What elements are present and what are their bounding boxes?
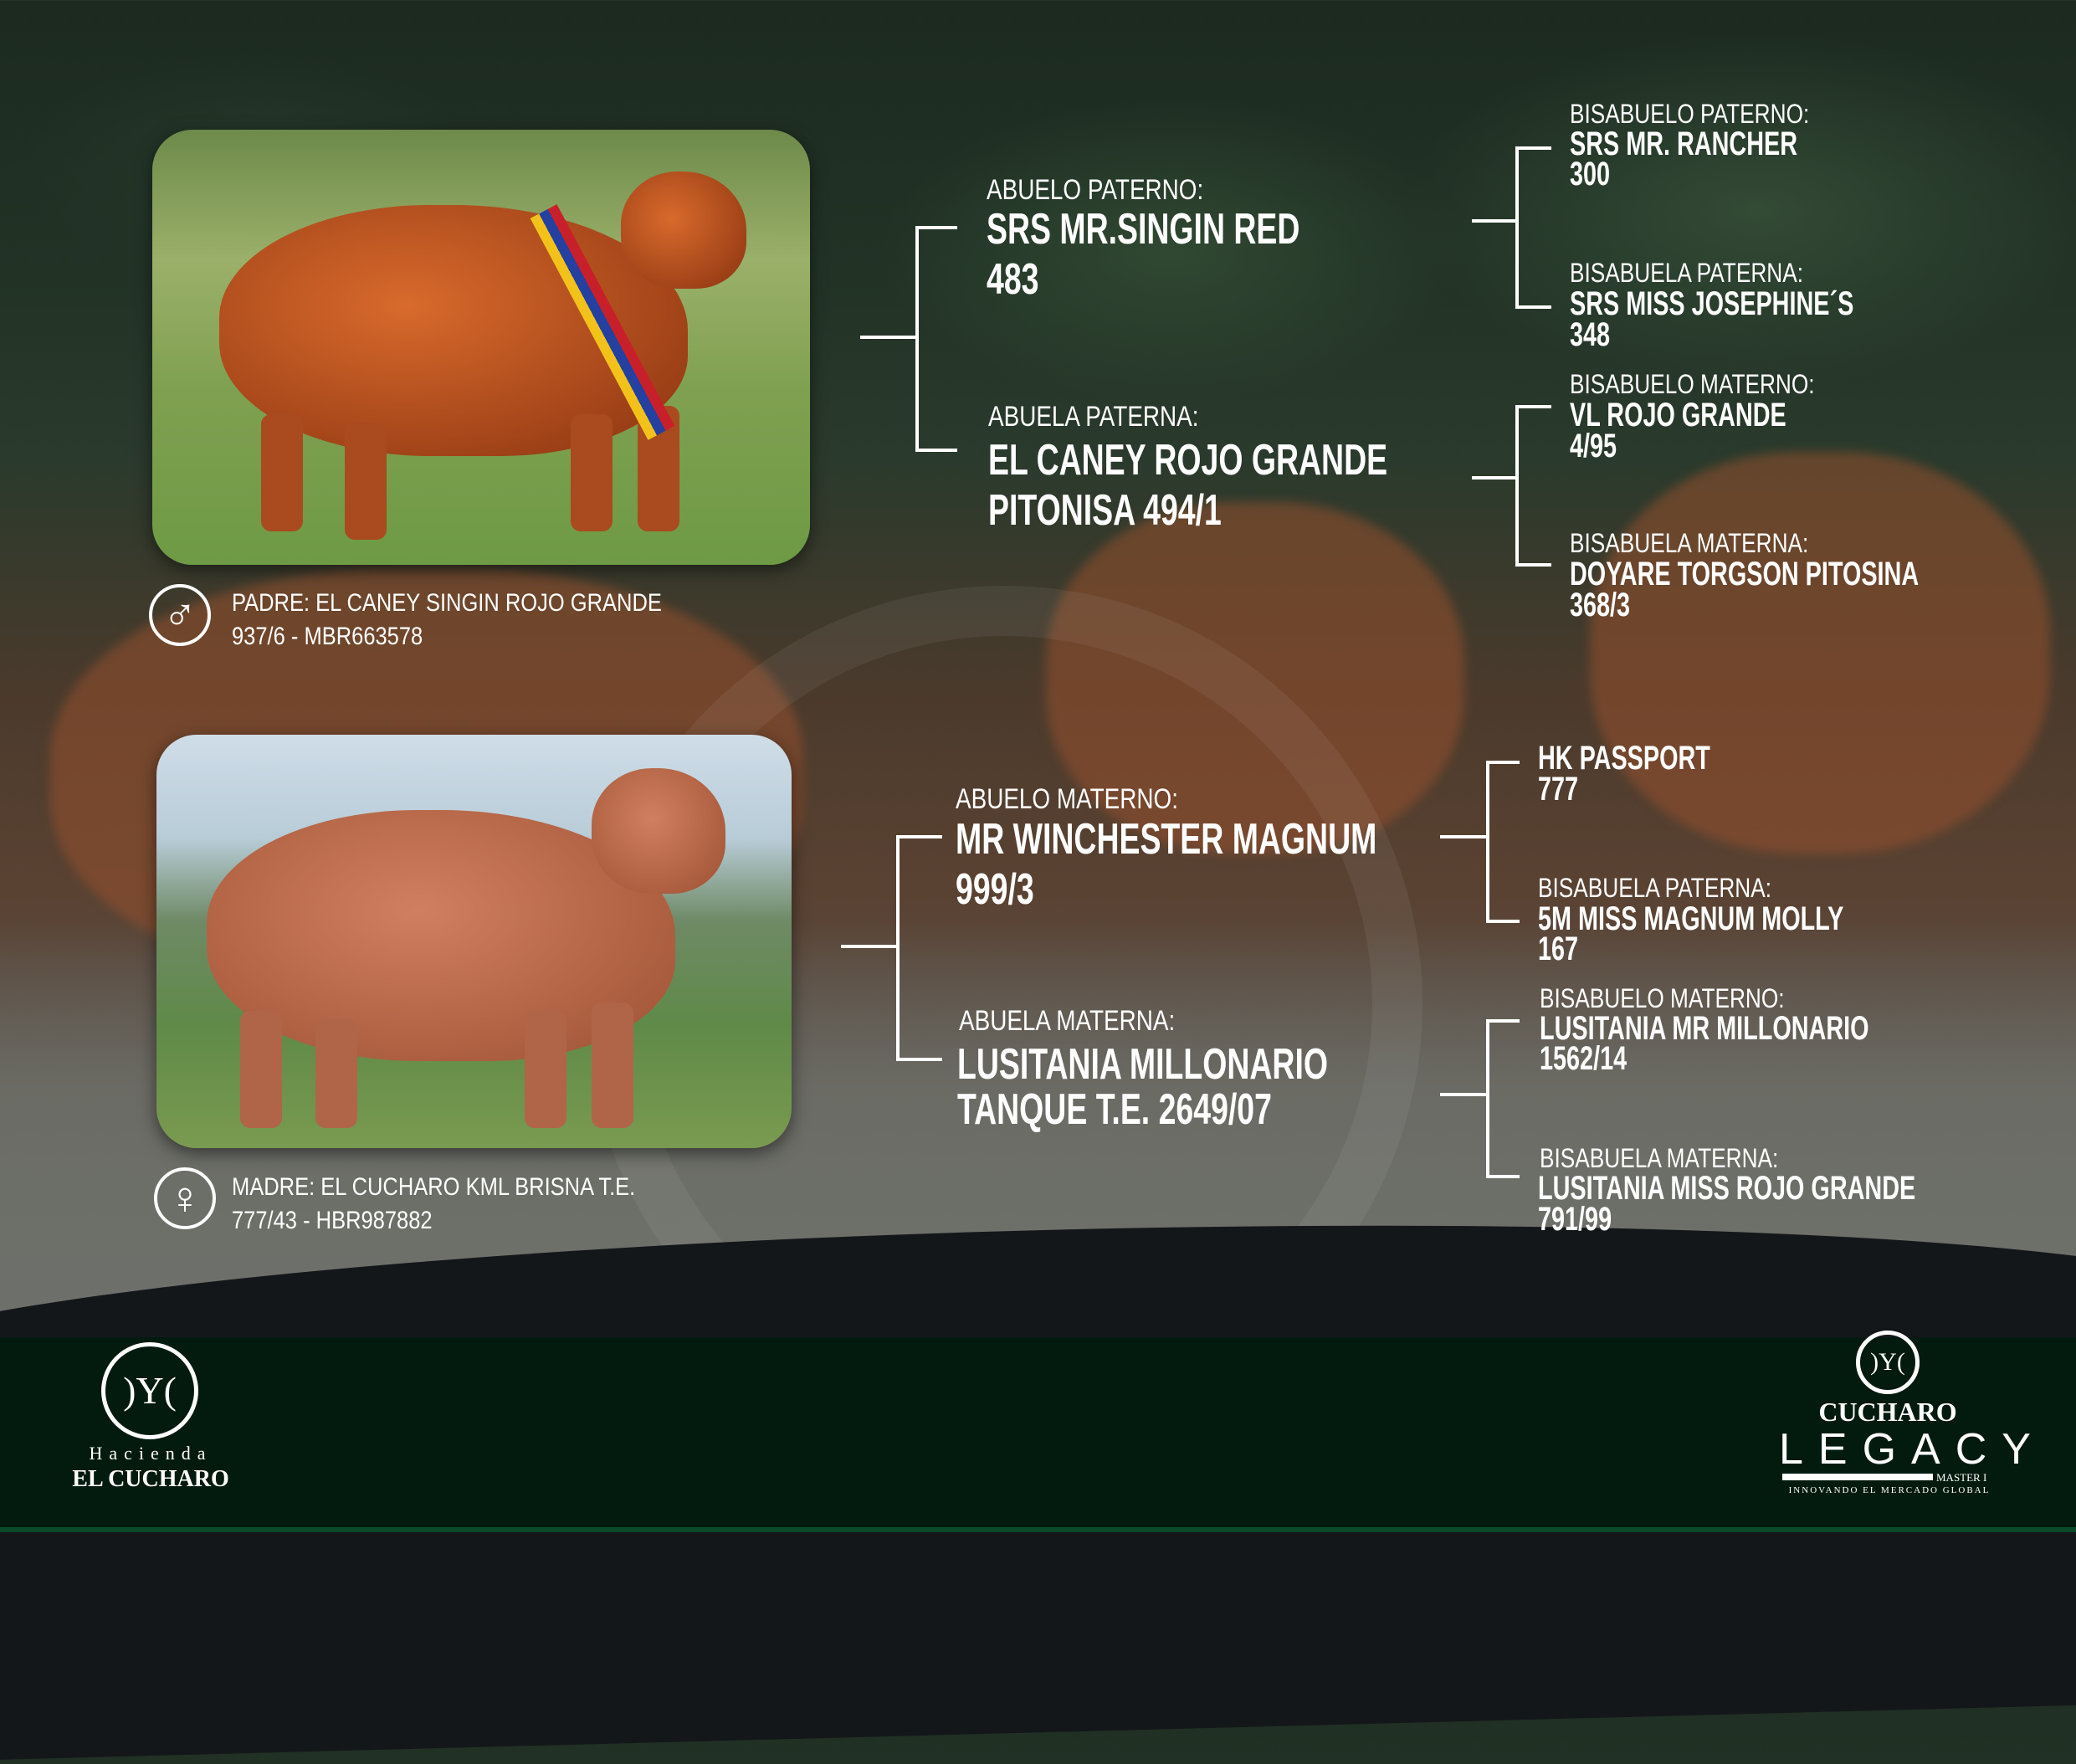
cow-leg	[525, 1011, 566, 1128]
bisabuelo-paterno-name: SRS MR. RANCHER	[1570, 126, 1798, 162]
abuelo-paterno-number: 483	[987, 255, 1039, 304]
pedigree-connector	[896, 835, 900, 1061]
pedigree-connector	[896, 1058, 942, 1061]
hacienda-logo-line1: Hacienda	[89, 1443, 213, 1464]
pedigree-connector	[1515, 405, 1519, 567]
cow-head	[592, 768, 725, 894]
legacy-logo-line3: MASTER I	[1936, 1471, 1987, 1484]
pedigree-connector	[1486, 761, 1489, 923]
abuelo-paterno-label: ABUELO PATERNO:	[987, 174, 1204, 206]
madre-label: MADRE: EL CUCHARO KML BRISNA T.E.	[232, 1173, 636, 1201]
bisabuela-paterna-number: 348	[1570, 316, 1611, 353]
bull-leg	[571, 414, 613, 531]
legacy-logo-mark: )Y(	[1856, 1331, 1920, 1394]
pedigree-connector	[860, 336, 919, 339]
abuela-materna-label: ABUELA MATERNA:	[959, 1005, 1176, 1037]
bisabuelo-paterno-number: 300	[1570, 156, 1611, 192]
pedigree-connector	[1515, 305, 1551, 309]
female-icon: ♀	[154, 1167, 216, 1229]
abuelo-materno-name: MR WINCHESTER MAGNUM	[956, 815, 1377, 864]
bisabuela-materna-name: DOYARE TORGSON PITOSINA	[1570, 556, 1920, 592]
padre-registration: 937/6 - MBR663578	[232, 623, 423, 650]
cow-leg	[592, 1003, 633, 1128]
hacienda-logo-mark: )Y(	[101, 1342, 198, 1439]
bull-head	[621, 172, 746, 289]
pedigree-connector	[1440, 1093, 1488, 1096]
pedigree-connector	[1472, 219, 1517, 223]
footer-strip	[0, 1527, 2076, 1532]
pedigree-connector	[915, 226, 957, 229]
maternal-bisabuela-paterna-number: 167	[1538, 931, 1579, 967]
cow-leg	[240, 1011, 282, 1128]
abuela-materna-number: TANQUE T.E. 2649/07	[957, 1085, 1272, 1134]
abuelo-materno-number: 999/3	[956, 865, 1034, 914]
maternal-bisabuela-paterna-label: BISABUELA PATERNA:	[1538, 873, 1772, 903]
pedigree-connector	[1486, 761, 1520, 764]
abuela-paterna-number: PITONISA 494/1	[988, 486, 1222, 535]
pedigree-connector	[1515, 563, 1551, 567]
bisabuela-paterna-name: SRS MISS JOSEPHINE´S	[1570, 285, 1854, 322]
footer: )Y( Hacienda EL CUCHARO	[0, 1337, 2076, 1532]
maternal-bisabuela-materna-label: BISABUELA MATERNA:	[1540, 1143, 1779, 1173]
maternal-bisabuelo-paterno-number: 777	[1538, 771, 1579, 808]
pedigree-connector	[915, 226, 919, 452]
pedigree-connector	[1515, 405, 1551, 408]
abuela-materna-name: LUSITANIA MILLONARIO	[957, 1040, 1328, 1089]
abuela-paterna-label: ABUELA PATERNA:	[988, 401, 1199, 433]
pedigree-connector	[1486, 920, 1520, 923]
pedigree-connector	[1486, 1175, 1520, 1178]
pedigree-connector	[1486, 1019, 1520, 1023]
maternal-bisabuela-materna-name: LUSITANIA MISS ROJO GRANDE	[1538, 1170, 1916, 1207]
pedigree-connector	[1472, 476, 1517, 479]
maternal-bisabuelo-materno-name: LUSITANIA MR MILLONARIO	[1540, 1010, 1869, 1047]
madre-registration: 777/43 - HBR987882	[232, 1207, 433, 1234]
abuela-paterna-name: EL CANEY ROJO GRANDE	[988, 436, 1388, 485]
cow-leg	[315, 1019, 357, 1128]
bull-leg	[261, 414, 303, 531]
pedigree-connector	[1515, 146, 1519, 309]
padre-photo	[152, 130, 810, 565]
padre-label: PADRE: EL CANEY SINGIN ROJO GRANDE	[232, 589, 662, 617]
maternal-bisabuelo-materno-label: BISABUELO MATERNO:	[1540, 983, 1785, 1013]
bisabuelo-paterno-label: BISABUELO PATERNO:	[1570, 99, 1810, 129]
bisabuelo-materno-label: BISABUELO MATERNO:	[1570, 369, 1815, 399]
bisabuelo-materno-number: 4/95	[1570, 428, 1617, 464]
legacy-logo-line1: CUCHARO	[1818, 1397, 1957, 1427]
bisabuelo-materno-name: VL ROJO GRANDE	[1570, 397, 1786, 433]
pedigree-connector	[1440, 835, 1488, 838]
pedigree-connector	[915, 449, 957, 452]
pedigree-connector	[841, 945, 900, 948]
pedigree-connector	[1515, 146, 1551, 150]
hacienda-logo-line2: EL CUCHARO	[72, 1466, 229, 1492]
maternal-bisabuela-paterna-name: 5M MISS MAGNUM MOLLY	[1538, 900, 1844, 937]
bisabuela-paterna-label: BISABUELA PATERNA:	[1570, 258, 1804, 288]
bisabuela-materna-label: BISABUELA MATERNA:	[1570, 528, 1809, 558]
male-icon: ♂	[149, 584, 211, 646]
legacy-logo-bar	[1782, 1474, 1933, 1480]
madre-photo	[156, 735, 792, 1148]
legacy-logo-tagline: INNOVANDO EL MERCADO GLOBAL	[1788, 1485, 1991, 1495]
abuelo-paterno-name: SRS MR.SINGIN RED	[987, 205, 1300, 254]
bull-leg	[345, 423, 387, 540]
maternal-bisabuela-materna-number: 791/99	[1538, 1201, 1612, 1238]
background-cattle	[1590, 452, 2050, 854]
pedigree-connector	[896, 835, 942, 838]
pedigree-connector	[1486, 1019, 1489, 1178]
legacy-logo-line2: LEGACY	[1779, 1425, 2046, 1474]
abuelo-materno-label: ABUELO MATERNO:	[956, 783, 1178, 815]
maternal-bisabuelo-materno-number: 1562/14	[1540, 1040, 1627, 1077]
maternal-bisabuelo-paterno-name: HK PASSPORT	[1538, 740, 1710, 777]
bisabuela-materna-number: 368/3	[1570, 587, 1631, 623]
